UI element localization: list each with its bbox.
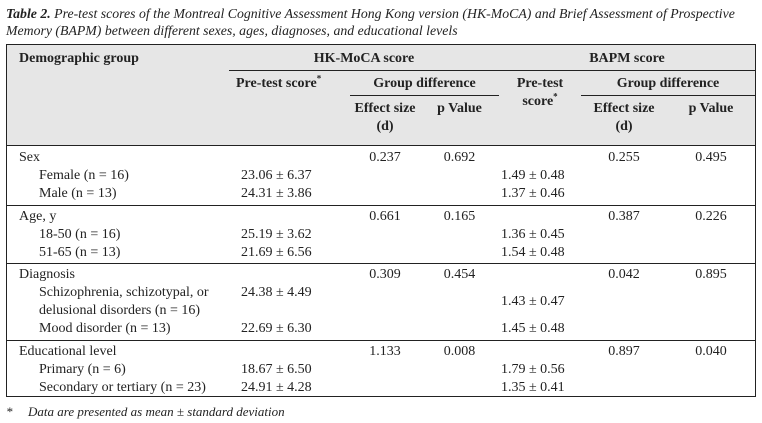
sex-hk-effect-size: 0.237 (369, 150, 401, 165)
header-bapm-score: BAPM score (589, 51, 665, 66)
mood-disorder-bapm-pretest: 1.45 ± 0.48 (501, 321, 565, 336)
primary-hk-pretest: 18.67 ± 6.50 (241, 362, 312, 377)
sex-bapm-pvalue: 0.495 (695, 150, 727, 165)
row-label-schizophrenia-cont: delusional disorders (n = 16) (39, 303, 201, 318)
header-hk-pvalue: p Value (437, 101, 482, 116)
education-bapm-pvalue: 0.040 (695, 344, 727, 359)
secondary-tertiary-bapm-pretest: 1.35 ± 0.41 (501, 380, 565, 395)
rule-under-header (7, 145, 755, 146)
age-hk-pvalue: 0.165 (443, 209, 476, 224)
header-demographic-group: Demographic group (19, 51, 139, 66)
header-bapm-pretest-asterisk: * (553, 91, 558, 102)
age-hk-effect-size: 0.661 (369, 209, 401, 224)
footnote-text: Data are presented as mean ± standard de… (28, 404, 285, 419)
rule-under-hk-group-difference (350, 95, 499, 96)
row-label-male: Male (n = 13) (39, 186, 117, 201)
row-label-female: Female (n = 16) (39, 168, 129, 183)
primary-bapm-pretest: 1.79 ± 0.56 (501, 362, 565, 377)
age-bapm-effect-size: 0.387 (608, 209, 640, 224)
schizophrenia-bapm-pretest: 1.43 ± 0.47 (501, 294, 565, 309)
education-hk-effect-size: 1.133 (369, 344, 401, 359)
group-label-sex: Sex (19, 150, 40, 165)
header-hk-group-difference: Group difference (373, 76, 476, 91)
row-label-primary: Primary (n = 6) (39, 362, 126, 377)
mood-disorder-hk-pretest: 22.69 ± 6.30 (241, 321, 312, 336)
row-label-secondary-tertiary: Secondary or tertiary (n = 23) (39, 380, 206, 395)
row-label-mood-disorder: Mood disorder (n = 13) (39, 321, 171, 336)
header-band-demographic (7, 45, 229, 145)
age-51-65-hk-pretest: 21.69 ± 6.56 (241, 245, 312, 260)
table-caption: Table 2. Pre-test scores of the Montreal… (6, 5, 758, 39)
rule-after-diagnosis (7, 340, 755, 341)
age-bapm-pvalue: 0.226 (695, 209, 727, 224)
row-label-age-51-65: 51-65 (n = 13) (39, 245, 121, 260)
age-18-50-bapm-pretest: 1.36 ± 0.45 (501, 227, 565, 242)
rule-under-score-heads (229, 70, 755, 71)
education-bapm-effect-size: 0.897 (608, 344, 640, 359)
rule-under-bapm-group-difference (581, 95, 755, 96)
header-bapm-pretest-label: score (522, 94, 554, 109)
secondary-tertiary-hk-pretest: 24.91 ± 4.28 (241, 380, 312, 395)
data-table: Demographic group HK-MoCA score BAPM sco… (6, 44, 756, 397)
header-hk-pretest: Pre-test score* (236, 73, 322, 93)
group-label-educational-level: Educational level (19, 344, 117, 359)
group-label-age: Age, y (19, 209, 57, 224)
sex-bapm-effect-size: 0.255 (608, 150, 640, 165)
diagnosis-bapm-pvalue: 0.895 (695, 267, 727, 282)
diagnosis-hk-pvalue: 0.454 (443, 267, 476, 282)
rule-after-age (7, 263, 755, 264)
header-bapm-pretest-line1: Pre-test (516, 76, 564, 91)
diagnosis-hk-effect-size: 0.309 (369, 267, 401, 282)
header-bapm-pvalue: p Value (688, 101, 734, 116)
female-hk-pretest: 23.06 ± 6.37 (241, 168, 312, 183)
group-label-diagnosis: Diagnosis (19, 267, 75, 282)
age-51-65-bapm-pretest: 1.54 ± 0.48 (501, 245, 565, 260)
diagnosis-bapm-effect-size: 0.042 (608, 267, 640, 282)
header-bapm-group-difference: Group difference (616, 76, 720, 91)
header-hk-pretest-asterisk: * (316, 73, 322, 84)
table-title: Pre-test scores of the Montreal Cognitiv… (6, 6, 735, 38)
education-hk-pvalue: 0.008 (443, 344, 476, 359)
header-bapm-effect-size: Effect size (593, 101, 655, 116)
male-hk-pretest: 24.31 ± 3.86 (241, 186, 312, 201)
header-hk-effect-d: (d) (376, 119, 394, 134)
schizophrenia-hk-pretest: 24.38 ± 4.49 (241, 285, 312, 300)
row-label-age-18-50: 18-50 (n = 16) (39, 227, 121, 242)
rule-after-sex (7, 205, 755, 206)
male-bapm-pretest: 1.37 ± 0.46 (501, 186, 565, 201)
table-number: Table 2. (6, 6, 51, 21)
female-bapm-pretest: 1.49 ± 0.48 (501, 168, 565, 183)
sex-hk-pvalue: 0.692 (443, 150, 476, 165)
header-hk-effect-size: Effect size (354, 101, 416, 116)
header-bapm-pretest-line2: score* (499, 91, 581, 111)
footnote-marker: * (6, 404, 13, 419)
header-hkmoca-score: HK-MoCA score (313, 51, 415, 66)
row-label-schizophrenia: Schizophrenia, schizotypal, or (39, 285, 209, 300)
header-hk-pretest-label: Pre-test score (236, 76, 317, 91)
header-bapm-effect-d: (d) (615, 119, 633, 134)
age-18-50-hk-pretest: 25.19 ± 3.62 (241, 227, 312, 242)
